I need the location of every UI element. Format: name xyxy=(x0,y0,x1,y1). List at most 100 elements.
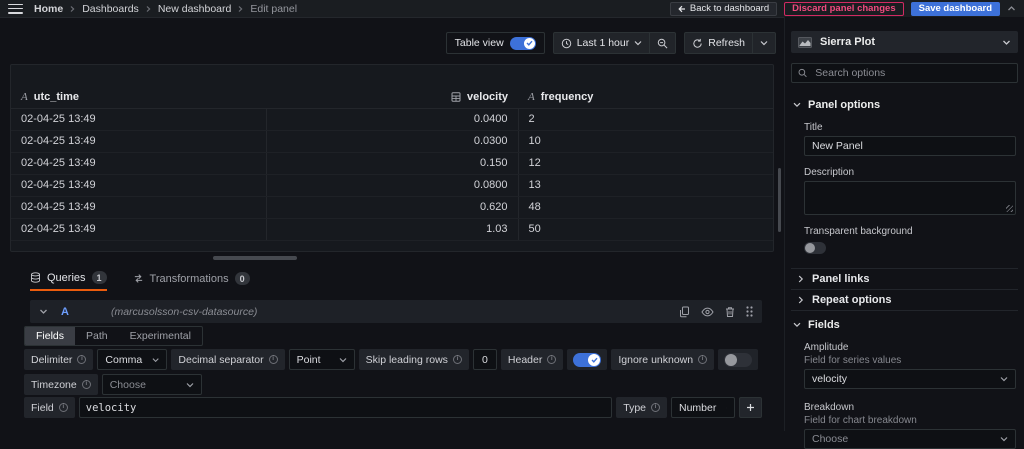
horizontal-scrollbar[interactable] xyxy=(213,256,297,260)
search-options-box xyxy=(791,63,1018,83)
save-dashboard-button[interactable]: Save dashboard xyxy=(910,1,1000,16)
subtab-experimental[interactable]: Experimental xyxy=(129,330,191,342)
visualization-picker-button[interactable]: Sierra Plot xyxy=(791,31,1018,53)
cell-frequency: 48 xyxy=(518,196,773,219)
arrow-left-icon xyxy=(678,5,685,12)
column-header-utc-time[interactable]: A utc_time xyxy=(11,87,266,109)
chevron-down-icon xyxy=(40,309,47,314)
description-label: Description xyxy=(804,167,855,178)
info-icon: i xyxy=(77,355,87,364)
ignore-unknown-switch-box xyxy=(718,349,759,370)
drag-handle-icon[interactable] xyxy=(746,306,753,317)
table-view-toggle[interactable] xyxy=(509,36,536,50)
field-label: Field i xyxy=(24,397,75,418)
table-row: 02-04-25 13:49 0.150 12 xyxy=(11,152,773,175)
field-name-input[interactable] xyxy=(78,397,613,418)
search-options-input[interactable] xyxy=(813,66,1011,80)
transformations-icon xyxy=(134,274,142,283)
chevron-down-icon xyxy=(186,382,194,387)
refresh-button[interactable]: Refresh xyxy=(684,32,753,54)
type-label: Type i xyxy=(616,397,667,418)
time-range-label: Last 1 hour xyxy=(576,37,630,49)
cell-frequency: 13 xyxy=(518,174,773,197)
table-row: 02-04-25 13:49 1.03 50 xyxy=(11,218,773,241)
breadcrumb-new-dashboard[interactable]: New dashboard xyxy=(157,2,232,15)
cell-utc-time: 02-04-25 13:49 xyxy=(11,108,267,131)
add-field-button[interactable] xyxy=(739,397,762,418)
subtab-path[interactable]: Path xyxy=(86,330,108,342)
viz-thumbnail-icon xyxy=(798,36,812,48)
ignore-unknown-toggle[interactable] xyxy=(724,352,753,367)
panel-links-section-header[interactable]: Panel links xyxy=(798,269,1018,289)
table-row: 02-04-25 13:49 0.0400 2 xyxy=(11,108,773,131)
panel-title-input[interactable] xyxy=(804,136,1016,156)
transparent-background-toggle[interactable] xyxy=(804,242,826,254)
repeat-options-section-header[interactable]: Repeat options xyxy=(798,290,1018,310)
column-header-velocity[interactable]: velocity xyxy=(266,87,518,109)
info-icon: i xyxy=(58,403,68,412)
chevron-right-icon xyxy=(238,5,243,12)
header-switch-box xyxy=(567,349,608,370)
column-header-frequency[interactable]: A frequency xyxy=(518,87,773,109)
plus-icon xyxy=(747,404,754,411)
cell-utc-time: 02-04-25 13:49 xyxy=(11,218,267,241)
decimal-separator-label: Decimal separator i xyxy=(171,349,285,370)
chevron-right-icon xyxy=(70,5,75,12)
panel-options-body: Title Description Transparent background xyxy=(804,122,1016,259)
chevron-down-icon xyxy=(1003,40,1010,45)
ignore-unknown-label: Ignore unknown i xyxy=(611,349,715,370)
fields-section-header[interactable]: Fields xyxy=(791,319,1018,331)
tab-transformations[interactable]: Transformations 0 xyxy=(133,271,250,291)
cell-utc-time: 02-04-25 13:49 xyxy=(11,152,267,175)
time-picker-group: Last 1 hour xyxy=(552,32,677,54)
info-icon: i xyxy=(547,355,557,364)
cell-velocity: 0.0800 xyxy=(266,174,519,197)
resize-handle-icon[interactable] xyxy=(1006,205,1013,212)
menu-icon[interactable] xyxy=(8,3,23,14)
zoom-out-time-button[interactable] xyxy=(650,32,677,54)
breakdown-field-select[interactable]: Choose xyxy=(804,429,1016,449)
database-icon xyxy=(31,272,40,283)
breadcrumb-home[interactable]: Home xyxy=(34,2,64,15)
amplitude-field-select[interactable]: velocity xyxy=(804,369,1016,389)
info-icon: i xyxy=(81,380,91,389)
refresh-group: Refresh xyxy=(684,32,776,54)
viz-name-label: Sierra Plot xyxy=(820,36,876,48)
query-row-header[interactable]: A (marcusolsson-csv-datasource) xyxy=(30,300,762,323)
field-type-select[interactable]: Number xyxy=(671,397,735,418)
chevron-up-icon[interactable] xyxy=(1007,5,1016,12)
chevron-down-icon xyxy=(1000,377,1008,382)
refresh-icon xyxy=(693,38,702,48)
cell-frequency: 12 xyxy=(518,152,773,175)
skip-leading-rows-input[interactable] xyxy=(472,349,497,370)
cell-velocity: 0.620 xyxy=(266,196,519,219)
delimiter-select[interactable]: Comma xyxy=(97,349,168,370)
query-actions xyxy=(679,306,753,318)
cell-utc-time: 02-04-25 13:49 xyxy=(11,130,267,153)
hide-query-icon[interactable] xyxy=(701,307,714,317)
panel-options-section-header[interactable]: Panel options xyxy=(791,99,1018,111)
tab-queries[interactable]: Queries 1 xyxy=(30,271,107,291)
vertical-scrollbar[interactable] xyxy=(778,168,781,232)
refresh-interval-button[interactable] xyxy=(753,32,776,54)
timezone-label: Timezone i xyxy=(24,374,98,395)
search-icon xyxy=(798,68,807,78)
header-toggle[interactable] xyxy=(573,352,602,367)
panel-description-textarea[interactable] xyxy=(804,181,1016,215)
time-range-button[interactable]: Last 1 hour xyxy=(552,32,651,54)
table-view-label: Table view xyxy=(454,37,504,49)
transformations-count-badge: 0 xyxy=(234,272,250,285)
table-panel: A utc_time velocity A frequency 02-04-25… xyxy=(10,64,774,252)
subtab-fields[interactable]: Fields xyxy=(25,327,76,345)
cell-utc-time: 02-04-25 13:49 xyxy=(11,196,267,219)
back-to-dashboard-button[interactable]: Back to dashboard xyxy=(669,1,778,16)
duplicate-query-icon[interactable] xyxy=(679,306,690,318)
chevron-down-icon xyxy=(760,41,768,46)
breadcrumb-dashboards[interactable]: Dashboards xyxy=(82,2,139,15)
decimal-separator-select[interactable]: Point xyxy=(288,349,355,370)
breadcrumb-edit-panel: Edit panel xyxy=(250,2,298,15)
discard-panel-changes-button[interactable]: Discard panel changes xyxy=(784,1,904,16)
timezone-select[interactable]: Choose xyxy=(101,374,202,395)
delete-query-icon[interactable] xyxy=(725,306,735,318)
